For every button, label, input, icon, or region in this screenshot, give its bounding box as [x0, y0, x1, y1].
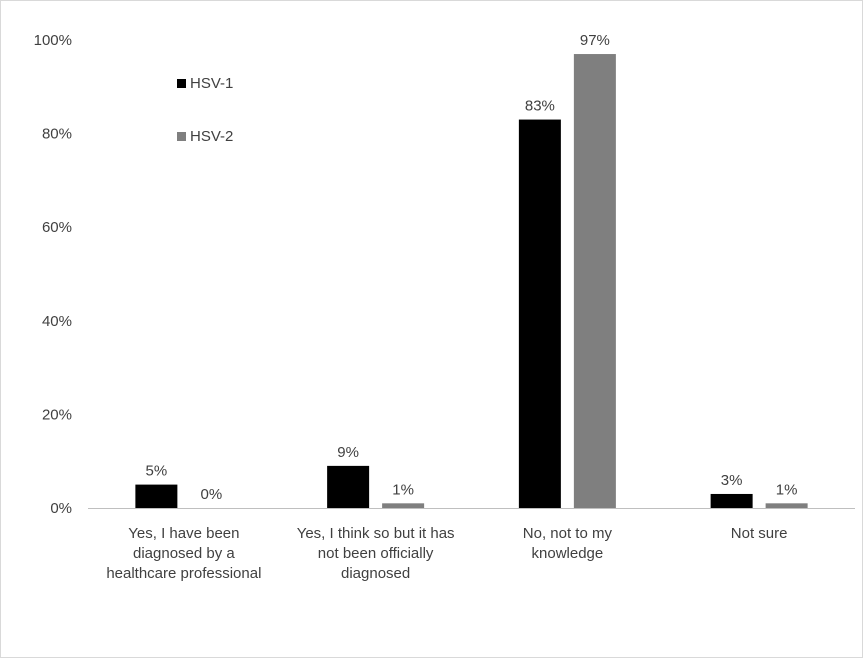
bar-hsv-1-2 [327, 465, 370, 508]
bar-hsv-1-4 [710, 493, 753, 508]
data-label: 0% [201, 486, 223, 503]
data-label: 1% [776, 481, 798, 498]
category-label: Yes, I have been [128, 525, 239, 542]
data-label: 3% [721, 472, 743, 489]
y-tick-label: 80% [42, 126, 72, 143]
bar-hsv-2-3 [573, 54, 616, 508]
bars-group [135, 54, 808, 508]
category-label: diagnosed [341, 565, 410, 582]
data-label: 97% [580, 32, 610, 49]
category-label: not been officially [318, 545, 434, 562]
data-labels-group: 5% 0% 9% 1% 83% 97% 3% 1% [146, 32, 798, 503]
category-label: healthcare professional [106, 565, 261, 582]
category-label: Yes, I think so but it has [297, 525, 455, 542]
legend-swatch-hsv-2 [177, 132, 186, 141]
legend: HSV-1 HSV-2 [177, 75, 233, 145]
bar-hsv-1-1 [135, 484, 178, 508]
y-axis-tick-labels: 0% 20% 40% 60% 80% 100% [34, 32, 72, 517]
legend-label-hsv-2: HSV-2 [190, 128, 233, 145]
data-label: 9% [337, 444, 359, 461]
y-tick-label: 60% [42, 219, 72, 236]
y-tick-label: 20% [42, 406, 72, 423]
bar-hsv-1-3 [518, 119, 561, 508]
category-labels-group: Yes, I have been diagnosed by a healthcare… [106, 525, 787, 582]
data-label: 5% [146, 463, 168, 480]
data-label: 1% [392, 481, 414, 498]
bar-hsv-2-2 [382, 503, 425, 508]
bar-hsv-2-4 [765, 503, 808, 508]
legend-swatch-hsv-1 [177, 79, 186, 88]
data-label: 83% [525, 98, 555, 115]
category-label: knowledge [532, 545, 604, 562]
legend-label-hsv-1: HSV-1 [190, 75, 233, 92]
category-label: No, not to my [523, 525, 613, 542]
category-label: Not sure [731, 525, 788, 542]
category-label: diagnosed by a [133, 545, 235, 562]
y-tick-label: 100% [34, 32, 72, 49]
y-tick-label: 0% [50, 500, 72, 517]
y-tick-label: 40% [42, 313, 72, 330]
